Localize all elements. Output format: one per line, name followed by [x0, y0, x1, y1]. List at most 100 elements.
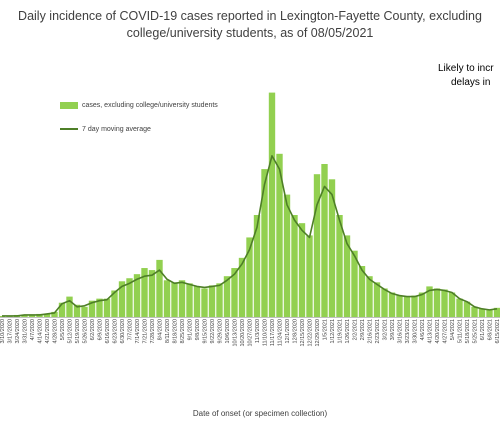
bar-cases	[478, 308, 486, 317]
x-tick-label: 2/2/2021	[353, 319, 359, 340]
x-tick-label: 3/2/2021	[383, 319, 389, 340]
bar-cases	[201, 288, 208, 317]
bar-cases	[306, 235, 313, 317]
legend-item-cases: cases, excluding college/university stud…	[60, 99, 218, 111]
x-tick-label: 2/9/2021	[360, 319, 366, 340]
bar-cases	[418, 292, 426, 317]
bar-cases	[411, 295, 418, 317]
bar-cases	[133, 274, 141, 317]
x-tick-label: 4/28/2020	[53, 319, 59, 343]
chart-title-line-1: Daily incidence of COVID-19 cases report…	[18, 9, 482, 23]
x-tick-label: 6/1/2021	[480, 319, 486, 340]
bar-cases	[246, 237, 253, 317]
bar-cases	[111, 290, 118, 317]
bar-cases	[433, 288, 441, 317]
x-tick-label: 3/9/2021	[390, 319, 396, 340]
bar-cases	[21, 314, 28, 317]
x-tick-label: 3/31/2020	[23, 319, 29, 343]
x-tick-label: 12/1/2020	[285, 319, 291, 343]
x-tick-label: 5/11/2021	[458, 319, 464, 343]
legend: cases, excluding college/university stud…	[60, 99, 218, 147]
bar-cases	[381, 288, 388, 317]
bar-cases	[298, 223, 306, 317]
bar-cases	[156, 259, 163, 317]
bar-cases	[28, 314, 36, 317]
x-tick-label: 11/3/2020	[255, 319, 261, 343]
bar-cases	[208, 285, 216, 317]
bar-cases	[73, 304, 81, 317]
legend-label-cases: cases, excluding college/university stud…	[82, 101, 218, 109]
x-tick-label: 1/5/2021	[323, 319, 329, 340]
x-tick-label: 4/6/2021	[420, 319, 426, 340]
bar-cases	[448, 292, 456, 317]
x-tick-label: 12/22/2020	[308, 319, 314, 347]
annotation-line-1: Likely to incr	[438, 63, 494, 74]
bar-cases	[373, 282, 381, 317]
bar-cases	[43, 313, 51, 317]
x-tick-label: 9/1/2020	[188, 319, 194, 340]
x-tick-label: 11/10/2020	[263, 319, 269, 346]
bar-cases	[388, 292, 396, 317]
x-tick-label: 6/2/2020	[90, 319, 96, 340]
bar-cases	[358, 266, 366, 317]
x-tick-label: 4/21/2020	[45, 319, 51, 343]
x-tick-label: 11/24/2020	[278, 319, 284, 346]
x-tick-label: 2/16/2021	[368, 319, 374, 343]
bar-cases	[163, 280, 171, 317]
x-tick-label: 1/12/2021	[330, 319, 336, 343]
bar-cases	[88, 300, 96, 317]
x-tick-label: 3/24/2020	[15, 319, 21, 343]
bar-cases	[486, 309, 493, 317]
bar-cases	[493, 307, 500, 317]
bar-cases	[343, 235, 351, 317]
chart-title-line-2: college/university students, as of 08/05…	[126, 26, 374, 40]
x-tick-label: 5/5/2020	[60, 319, 66, 340]
x-tick-label: 7/21/2020	[143, 319, 149, 343]
x-tick-label: 6/9/2020	[98, 319, 104, 340]
bar-cases	[148, 270, 156, 317]
x-tick-label: 1/19/2021	[338, 319, 344, 343]
x-tick-label: 5/26/2020	[83, 319, 89, 343]
x-tick-label: 5/12/2020	[68, 319, 74, 343]
x-tick-label: 12/29/2020	[315, 319, 321, 347]
bar-cases	[276, 153, 283, 317]
bar-cases	[261, 169, 268, 317]
bar-cases	[66, 296, 73, 317]
x-tick-label: 4/20/2021	[435, 319, 441, 343]
x-tick-label: 10/6/2020	[225, 319, 231, 343]
x-axis-label: Date of onset (or specimen collection)	[192, 409, 328, 418]
x-tick-label: 4/14/2020	[38, 319, 44, 343]
x-tick-label: 10/27/2020	[248, 319, 254, 347]
x-tick-label: 9/29/2020	[218, 319, 224, 343]
x-tick-label: 3/30/2021	[413, 319, 419, 343]
x-tick-label: 3/10/2020	[0, 319, 6, 343]
x-tick-label: 10/13/2020	[233, 319, 239, 347]
x-tick-label: 3/16/2021	[398, 319, 404, 343]
bar-cases	[351, 250, 358, 317]
x-tick-label: 9/8/2020	[195, 319, 201, 340]
delay-annotation: Likely to incr delays in	[438, 62, 500, 90]
bar-cases	[403, 296, 411, 317]
legend-item-average: 7 day moving average	[60, 123, 218, 135]
x-tick-label: 4/13/2021	[428, 319, 434, 343]
x-tick-label: 5/19/2020	[75, 319, 81, 343]
series-line-moving-average	[2, 155, 498, 317]
bar-cases	[193, 286, 201, 317]
bar-cases	[336, 215, 343, 317]
bar-cases	[216, 283, 223, 317]
x-tick-label: 10/20/2020	[240, 319, 246, 347]
bar-cases	[186, 283, 193, 317]
x-tick-label: 8/25/2020	[180, 319, 186, 343]
legend-swatch-average	[60, 128, 78, 130]
bar-cases	[231, 268, 238, 317]
bar-cases	[321, 164, 328, 317]
bar-cases	[396, 295, 403, 317]
bar-cases	[141, 268, 148, 317]
bar-cases	[471, 306, 478, 317]
bar-cases	[426, 286, 433, 317]
legend-label-average: 7 day moving average	[82, 125, 151, 133]
bar-cases	[238, 257, 246, 317]
bar-cases	[81, 306, 88, 317]
x-tick-label: 1/26/2021	[345, 319, 351, 343]
